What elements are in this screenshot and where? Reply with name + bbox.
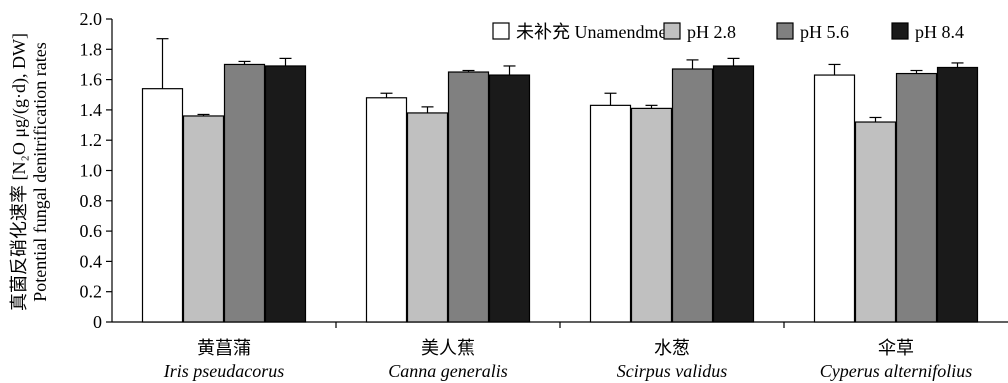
y-tick-label: 0.8 (80, 191, 103, 211)
y-tick-label: 0.4 (80, 251, 103, 271)
legend-swatch (492, 22, 510, 40)
y-tick-label: 0.6 (80, 221, 103, 241)
plot-area: 0 0.2 0.4 0.6 0.8 1.0 1.2 1.4 1.6 1.8 2.0 黄菖蒲 Iris p… (80, 9, 1008, 381)
y-tick-label: 1.2 (80, 130, 103, 150)
bar (406, 112, 449, 323)
legend-label: pH 5.6 (800, 22, 849, 42)
x-category-label-chinese: 黄菖蒲 (197, 338, 251, 358)
y-tick-label: 1.0 (80, 161, 103, 181)
y-axis-title: 真菌反硝化速率 [N₂O μg/(g·d), DW] Potential fun… (9, 33, 50, 311)
bar (854, 121, 897, 323)
bar (365, 97, 408, 323)
bar (895, 72, 938, 323)
bar (671, 68, 714, 323)
y-tick-label: 1.4 (80, 100, 103, 120)
x-category-label-chinese: 水葱 (654, 338, 690, 358)
bar (936, 66, 979, 323)
bar (488, 74, 531, 323)
bar (712, 65, 755, 323)
y-tick-label: 2.0 (80, 9, 103, 29)
bar (447, 71, 490, 323)
legend-label: 未补充 Unamendment (516, 22, 680, 42)
y-tick-label: 0 (93, 312, 102, 332)
legend-label: pH 2.8 (687, 22, 736, 42)
y-tick-label: 1.8 (80, 39, 103, 59)
legend-label: pH 8.4 (915, 22, 964, 42)
y-tick-label: 1.6 (80, 70, 103, 90)
bar (182, 115, 225, 323)
y-axis-title-chinese: 真菌反硝化速率 [N₂O μg/(g·d), DW] (9, 33, 30, 311)
x-category-label-english: Canna generalis (388, 361, 508, 381)
y-tick-label: 0.2 (80, 282, 103, 302)
bar (589, 104, 632, 323)
bar (141, 88, 184, 323)
bar (630, 107, 673, 323)
y-axis-title-english: Potential fungal denitrification rates (30, 42, 50, 301)
bar (223, 63, 266, 323)
x-category-label-english: Cyperus alternifolius (820, 361, 973, 381)
legend-swatch (663, 22, 681, 40)
bar (813, 74, 856, 323)
bar (264, 65, 307, 323)
x-category-label-english: Scirpus validus (617, 361, 728, 381)
x-category-label-chinese: 伞草 (878, 338, 914, 358)
legend: 未补充 Unamendment pH 2.8 pH 5.6 pH 8.4 (492, 22, 964, 42)
x-category-label-chinese: 美人蕉 (421, 338, 475, 358)
legend-swatch (776, 22, 794, 40)
x-category-label-english: Iris pseudacorus (163, 361, 285, 381)
legend-swatch (891, 22, 909, 40)
